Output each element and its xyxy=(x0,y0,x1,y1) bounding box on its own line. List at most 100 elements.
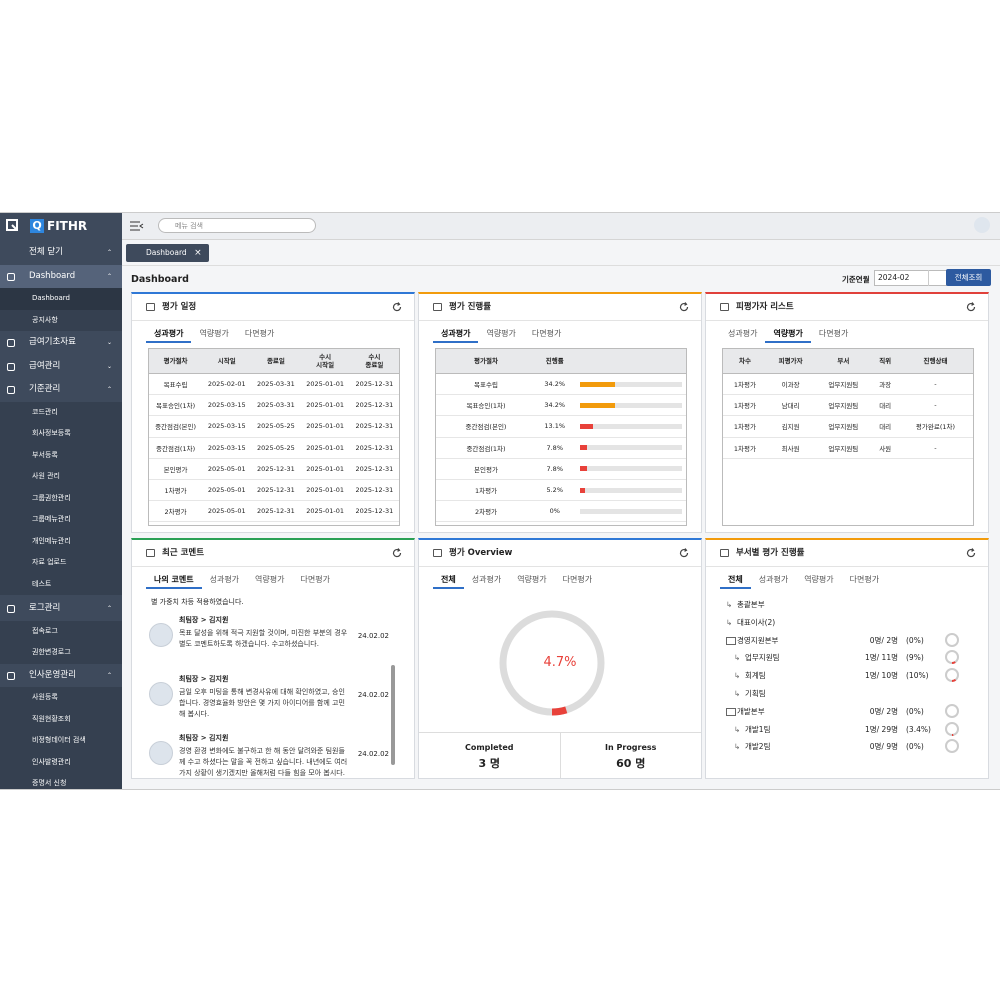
user-avatar[interactable] xyxy=(974,217,990,233)
stat: In Progress 60 명 xyxy=(559,733,702,778)
table-row: 목표승인(1차) 2025-03-15 2025-03-31 2025-01-01 20… xyxy=(149,394,399,417)
panel-tab[interactable]: 다면평가 xyxy=(818,329,849,338)
panel-tab[interactable]: 성과평가 xyxy=(146,327,192,343)
dept-name: 총괄본부 xyxy=(737,600,765,609)
panel-tab[interactable]: 역량평가 xyxy=(765,327,811,343)
menu-group[interactable]: 급여기초자료 ⌄ xyxy=(0,331,122,355)
panel-icon xyxy=(720,303,729,311)
menu-item[interactable]: Dashboard xyxy=(0,288,122,310)
menu-group[interactable]: 인사운영관리 ⌃ xyxy=(0,664,122,688)
table-cell: 2025-03-31 xyxy=(251,373,301,396)
panel-tab[interactable]: 성과평가 xyxy=(758,575,789,584)
refresh-button[interactable] xyxy=(392,548,402,558)
table-cell: 사원 xyxy=(872,437,898,459)
menu-group[interactable]: 기준관리 ⌃ xyxy=(0,378,122,402)
panel-tab[interactable]: 다면평가 xyxy=(531,329,562,338)
refresh-button[interactable] xyxy=(966,548,976,558)
panel-tabs: 성과평가 역량평가 다면평가 xyxy=(146,327,414,343)
panel-tab[interactable]: 다면평가 xyxy=(562,575,593,584)
dept-rate: (0%) xyxy=(906,742,924,752)
collapse-all[interactable]: 전체 닫기 ⌃ xyxy=(0,241,122,265)
refresh-button[interactable] xyxy=(679,548,689,558)
table-cell: 본인평가 xyxy=(149,458,203,480)
panel-tab[interactable]: 역량평가 xyxy=(804,575,834,584)
panel-tab[interactable]: 다면평가 xyxy=(849,575,880,584)
menu-item[interactable]: 회사정보등록 xyxy=(0,423,122,445)
page-title: Dashboard xyxy=(131,274,189,285)
bar-track xyxy=(579,423,682,429)
menu-item[interactable]: 자료 업로드 xyxy=(0,552,122,574)
table-cell: 2025-01-01 xyxy=(300,521,350,525)
panel-tab[interactable]: 역량평가 xyxy=(517,575,547,584)
refresh-button[interactable] xyxy=(966,302,976,312)
menu-item[interactable]: 테스트 xyxy=(0,573,122,595)
panel-tab[interactable]: 역량평가 xyxy=(486,329,516,338)
menu-item[interactable]: 권한변경로그 xyxy=(0,642,122,664)
table-cell: 2025-12-31 xyxy=(349,415,399,438)
table-cell: 2025-03-31 xyxy=(251,394,301,417)
menu-item[interactable]: 인사발령관리 xyxy=(0,751,122,773)
panel-tab[interactable]: 다면평가 xyxy=(300,575,330,584)
panel-tab[interactable]: 성과평가 xyxy=(728,329,758,338)
refresh-button[interactable] xyxy=(679,302,689,312)
folder-icon: 🗀 xyxy=(726,707,736,716)
table-row: 1차평가 남대리 업무지원팀 대리 - xyxy=(723,394,973,417)
panel-icon xyxy=(146,303,155,311)
dept-row: ↳ 대표이사(2) xyxy=(706,614,988,631)
menu-item[interactable]: 사원등록 xyxy=(0,687,122,709)
panel-tab[interactable]: 역량평가 xyxy=(255,575,285,584)
dept-count: 1명/ 29명 xyxy=(864,724,898,734)
table-cell: 2025-12-31 xyxy=(349,521,399,525)
panel-tab[interactable]: 성과평가 xyxy=(433,327,479,343)
menu-item[interactable]: 그룹메뉴관리 xyxy=(0,509,122,531)
panel-tab[interactable]: 나의 코멘트 xyxy=(146,573,202,589)
menu-item[interactable]: 코드관리 xyxy=(0,401,122,423)
table-cell: 2025-05-01 xyxy=(202,521,252,525)
dept-row: ↳ 기획팀 xyxy=(706,685,988,702)
comment: 최팀장 > 김지원 경영 환경 변화에도 불구하고 한 해 동안 달려와준 팀원들… xyxy=(146,733,399,776)
leaf-icon: ↳ xyxy=(734,671,741,681)
menu-item[interactable]: 부서등록 xyxy=(0,444,122,466)
menu-toggle[interactable] xyxy=(130,221,144,231)
panel-tab[interactable]: 전체 xyxy=(720,573,751,589)
menu-item[interactable]: 증명서 신청 xyxy=(0,773,122,789)
chevron: ⌃ xyxy=(106,386,112,393)
search-button[interactable]: 전체조회 xyxy=(946,269,991,286)
menu-item[interactable]: 개인메뉴관리 xyxy=(0,530,122,552)
ring-arc xyxy=(951,679,957,683)
table-wrap: 평가절차 시작일 종료일 수시 시작일 수시 종료일 목표수립 2025-02-01 2025… xyxy=(148,348,400,526)
dept-count: 1명/ 11명 xyxy=(864,653,898,663)
table-cell: 2025-01-01 xyxy=(300,415,350,438)
search-box[interactable]: 메뉴 검색 xyxy=(158,218,316,233)
table-cell: 목표수립 xyxy=(149,373,203,396)
panel-tab[interactable]: 다면평가 xyxy=(244,329,275,338)
menu-item[interactable]: 공지사항 xyxy=(0,309,122,331)
panel-tab[interactable]: 성과평가 xyxy=(471,575,502,584)
comment-text: 경영 환경 변화에도 불구하고 한 해 동안 달려와준 팀원들께 수고 하셨다는… xyxy=(179,747,348,776)
panel-tab[interactable]: 역량평가 xyxy=(199,329,229,338)
panel-progress: 평가 진행률 성과평가 역량평가 다면평가 평가절차 진행률 목표수립 34.2% 목표승인(1… xyxy=(418,292,702,533)
menu-group[interactable]: 급여관리 ⌄ xyxy=(0,355,122,379)
comment-avatar xyxy=(149,623,173,647)
table-cell: 5.2% xyxy=(536,479,574,502)
table-cell: 2025-01-01 xyxy=(300,500,350,523)
menu-group[interactable]: Dashboard ⌃ xyxy=(0,264,122,288)
table-row: 2차평가 2025-05-01 2025-12-31 2025-01-01 2025-1… xyxy=(149,500,399,523)
menu-group[interactable]: 로그관리 ⌃ xyxy=(0,597,122,621)
ring-track xyxy=(945,632,959,647)
panel-tab[interactable]: 전체 xyxy=(433,573,464,589)
date-picker[interactable] xyxy=(928,270,943,286)
menu-item[interactable]: 비정형데이터 검색 xyxy=(0,730,122,752)
header-row: 평가절차 시작일 종료일 수시 시작일 수시 종료일 xyxy=(149,349,399,374)
refresh-button[interactable] xyxy=(392,302,402,312)
table-cell: 2025-05-25 xyxy=(251,437,301,459)
ring-track xyxy=(945,703,959,718)
table-cell: 2025-03-15 xyxy=(202,415,252,438)
panel-tab[interactable]: 성과평가 xyxy=(209,575,240,584)
menu-item[interactable]: 직원현황조회 xyxy=(0,708,122,730)
page-tab[interactable]: Dashboard × xyxy=(126,244,209,262)
table-row: 3차평가2025-05-012025-12-312025-01-012025-1… xyxy=(149,521,399,525)
menu-item[interactable]: 접속로그 xyxy=(0,620,122,642)
menu-item[interactable]: 그룹권한관리 xyxy=(0,487,122,509)
menu-item[interactable]: 사원 관리 xyxy=(0,466,122,488)
